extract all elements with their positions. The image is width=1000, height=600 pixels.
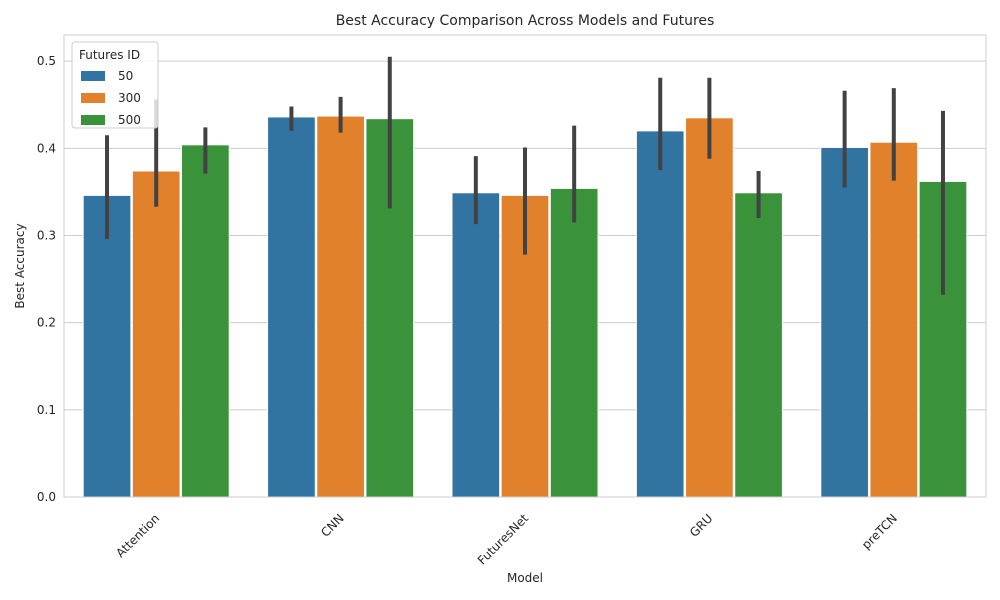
legend-label-50: 50 xyxy=(118,69,133,83)
legend-title: Futures ID xyxy=(79,48,140,62)
legend-box xyxy=(71,41,159,129)
x-tick-labels: Attention CNN FuturesNet GRU preTCN xyxy=(113,511,900,567)
x-axis-label: Model xyxy=(507,571,543,585)
bar-gru-500 xyxy=(734,192,783,498)
x-tick-label: GRU xyxy=(687,511,716,540)
y-tick-label: 0.2 xyxy=(37,316,56,330)
bar-gru-50 xyxy=(635,130,685,498)
y-tick-label: 0.1 xyxy=(37,403,56,417)
plot-frame xyxy=(63,34,987,498)
legend-swatch-500 xyxy=(81,115,105,125)
bar-gru-300 xyxy=(685,117,734,498)
legend-label-500: 500 xyxy=(118,113,141,127)
legend-swatch-50 xyxy=(81,71,105,81)
bar-futuresnet-50 xyxy=(451,192,501,498)
y-tick-labels: 0.0 0.1 0.2 0.3 0.4 0.5 xyxy=(37,54,56,504)
y-axis-label: Best Accuracy xyxy=(13,223,27,308)
legend-swatch-300 xyxy=(81,93,105,103)
bar-futuresnet-500 xyxy=(549,187,599,498)
chart-title: Best Accuracy Comparison Across Models a… xyxy=(336,13,715,29)
x-tick-label: CNN xyxy=(318,511,347,540)
bar-attention-500 xyxy=(181,144,230,498)
legend: Futures ID 50 300 500 xyxy=(71,41,159,129)
y-tick-label: 0.0 xyxy=(37,490,56,504)
legend-label-300: 300 xyxy=(118,91,141,105)
bar-pretcn-300 xyxy=(869,141,919,498)
y-tick-label: 0.5 xyxy=(37,54,56,68)
bar-cnn-50 xyxy=(267,116,316,498)
bar-pretcn-50 xyxy=(820,146,869,498)
legend-items: 50 300 500 xyxy=(81,69,141,127)
bar-attention-300 xyxy=(131,170,181,498)
bar-cnn-300 xyxy=(316,115,365,498)
x-tick-label: Attention xyxy=(113,511,162,560)
y-tick-label: 0.3 xyxy=(37,228,56,242)
bar-attention-50 xyxy=(82,194,132,498)
x-tick-label: preTCN xyxy=(859,511,900,552)
y-tick-label: 0.4 xyxy=(37,141,56,155)
x-tick-label: FuturesNet xyxy=(475,511,531,567)
